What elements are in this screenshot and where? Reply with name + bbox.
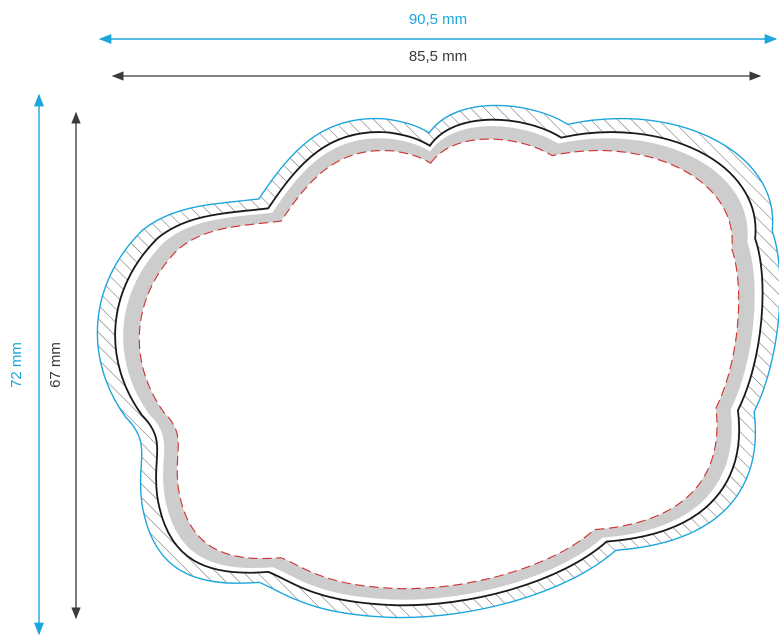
inner-width-dimension: 85,5 mm xyxy=(111,48,762,81)
inner-width-label: 85,5 mm xyxy=(409,48,467,65)
outer-height-dimension: 72 mm xyxy=(8,93,45,636)
outer-width-dimension: 90,5 mm xyxy=(98,11,778,45)
outer-width-label: 90,5 mm xyxy=(409,11,467,28)
inner-height-label: 67 mm xyxy=(47,342,64,388)
cloud-shape xyxy=(96,104,779,619)
safe-line xyxy=(138,138,740,590)
outer-height-label: 72 mm xyxy=(8,342,25,388)
inner-height-dimension: 67 mm xyxy=(47,111,81,620)
